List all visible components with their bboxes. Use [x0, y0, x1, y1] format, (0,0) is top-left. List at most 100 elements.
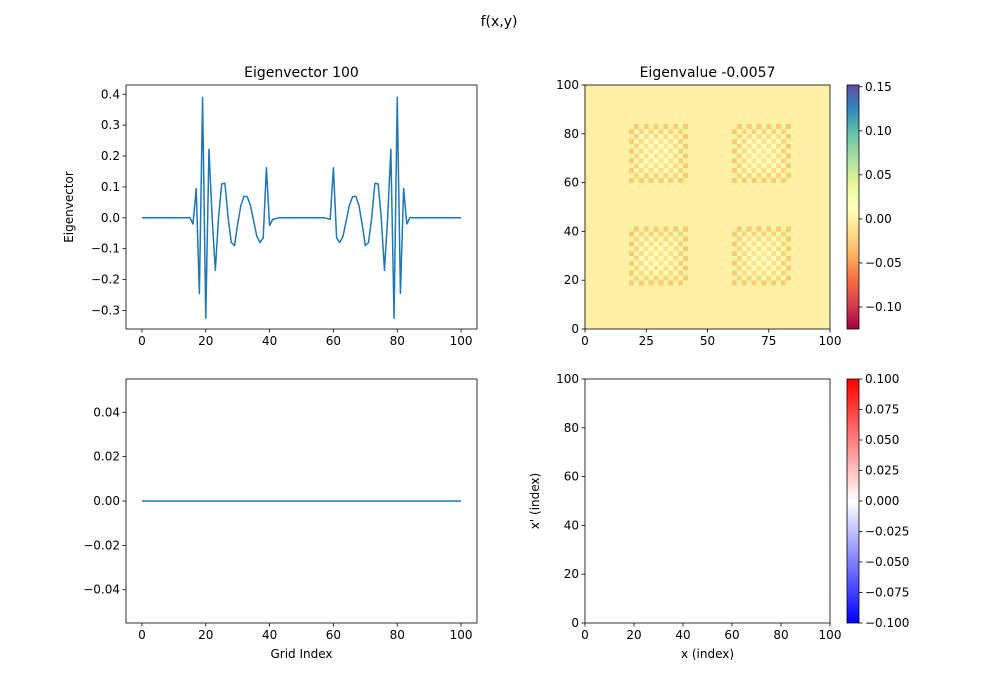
heatmap-cell	[776, 148, 782, 154]
heatmap-cell	[766, 153, 772, 159]
heatmap-cell	[761, 153, 767, 159]
heatmap-cell	[766, 255, 772, 261]
heatmap-cell	[761, 138, 767, 144]
heatmap-cell	[668, 260, 674, 266]
heatmap-cell	[643, 226, 649, 232]
heatmap-cell	[746, 255, 752, 261]
heatmap-cell	[673, 231, 679, 237]
heatmap-cell	[634, 255, 640, 261]
heatmap-cell	[648, 148, 654, 154]
colorbar-tick-label: 0.075	[865, 403, 899, 417]
heatmap-cell	[678, 231, 684, 237]
heatmap-cell	[781, 128, 787, 134]
heatmap-cell	[741, 241, 747, 247]
heatmap-cell	[653, 260, 659, 266]
heatmap-cell	[643, 231, 649, 237]
heatmap-cell	[663, 241, 669, 247]
heatmap-cell	[776, 260, 782, 266]
heatmap-cell	[736, 246, 742, 252]
colorbar-tick-label: −0.05	[865, 256, 902, 270]
heatmap-cell	[732, 153, 738, 159]
y-axis-label: Eigenvector	[62, 171, 76, 243]
heatmap-cell	[732, 128, 738, 134]
heatmap-cell	[638, 236, 644, 242]
heatmap-cell	[648, 226, 654, 232]
heatmap-cell	[785, 280, 791, 286]
heatmap-cell	[732, 158, 738, 164]
heatmap-cell	[683, 270, 689, 276]
heatmap-cell	[634, 250, 640, 256]
heatmap-cell	[761, 255, 767, 261]
heatmap-cell	[771, 255, 777, 261]
heatmap-cell	[678, 163, 684, 169]
heatmap-cell	[746, 133, 752, 139]
heatmap-cell	[653, 241, 659, 247]
heatmap-cell	[648, 158, 654, 164]
heatmap-cell	[634, 172, 640, 178]
heatmap-cell	[741, 172, 747, 178]
grid-index-plot: 0 20 40 60 80 100 −0.04 −0.02 0.00 0.02 0.04 Grid I…	[83, 378, 478, 661]
heatmap-cell	[663, 275, 669, 281]
heatmap-cell	[732, 167, 738, 174]
heatmap-cell	[751, 177, 757, 183]
heatmap-cell	[736, 255, 742, 261]
heatmap-cell	[766, 250, 772, 256]
heatmap-cell	[785, 270, 791, 276]
heatmap-cell	[732, 241, 738, 247]
heatmap-cell	[673, 153, 679, 159]
heatmap-cell	[781, 143, 787, 149]
heatmap-cell	[732, 226, 738, 232]
heatmap-cell	[638, 172, 644, 178]
heatmap-cell	[683, 241, 689, 247]
heatmap-cell	[673, 280, 679, 286]
heatmap-background	[585, 85, 830, 329]
heatmap-cell	[776, 255, 782, 261]
heatmap-cell	[634, 128, 640, 134]
heatmap-cell	[634, 241, 640, 247]
heatmap-cell	[746, 148, 752, 154]
eigenvalue-heatmap: 0 25 50 75 100 0 20 40 60 80 100 Eigenvalue -0.0057…	[556, 65, 902, 348]
heatmap-cell	[732, 250, 738, 256]
heatmap-cell	[648, 255, 654, 261]
heatmap-cell	[643, 148, 649, 154]
heatmap-cell	[634, 231, 640, 237]
heatmap-cell	[771, 236, 777, 242]
heatmap-cell	[751, 265, 757, 271]
heatmap-cell	[673, 138, 679, 144]
x-tick-label: 100	[819, 334, 842, 348]
heatmap-cell	[673, 172, 679, 178]
heatmap-cell	[658, 138, 664, 144]
heatmap-cell	[756, 236, 762, 242]
heatmap-cell	[761, 158, 767, 164]
heatmap-cell	[663, 260, 669, 266]
heatmap-cell	[668, 143, 674, 149]
series-line	[141, 96, 462, 319]
heatmap-cell	[629, 265, 635, 271]
heatmap-cell	[629, 231, 635, 237]
heatmap-cell	[756, 265, 762, 271]
heatmap-cell	[648, 153, 654, 159]
x-tick-label: 80	[390, 628, 405, 642]
x-tick-label: 20	[626, 628, 641, 642]
heatmap-cell	[634, 265, 640, 271]
heatmap-cell	[673, 270, 679, 276]
heatmap-cell	[658, 265, 664, 271]
heatmap-cell	[761, 163, 767, 169]
heatmap-cell	[761, 128, 767, 134]
heatmap-cell	[673, 143, 679, 149]
heatmap-cell	[771, 138, 777, 144]
heatmap-cell	[643, 260, 649, 266]
heatmap-cell	[732, 138, 738, 144]
heatmap-background	[585, 379, 830, 623]
heatmap-cell	[736, 128, 742, 134]
heatmap-cell	[736, 167, 742, 174]
heatmap-cell	[658, 255, 664, 261]
heatmap-cell	[648, 128, 654, 134]
heatmap-cell	[653, 280, 659, 286]
heatmap-cell	[653, 124, 659, 130]
heatmap-cell	[638, 177, 644, 183]
heatmap-cell	[658, 148, 664, 154]
y-tick-label: 0.3	[101, 118, 120, 132]
heatmap-cell	[756, 275, 762, 281]
heatmap-cell	[668, 275, 674, 281]
